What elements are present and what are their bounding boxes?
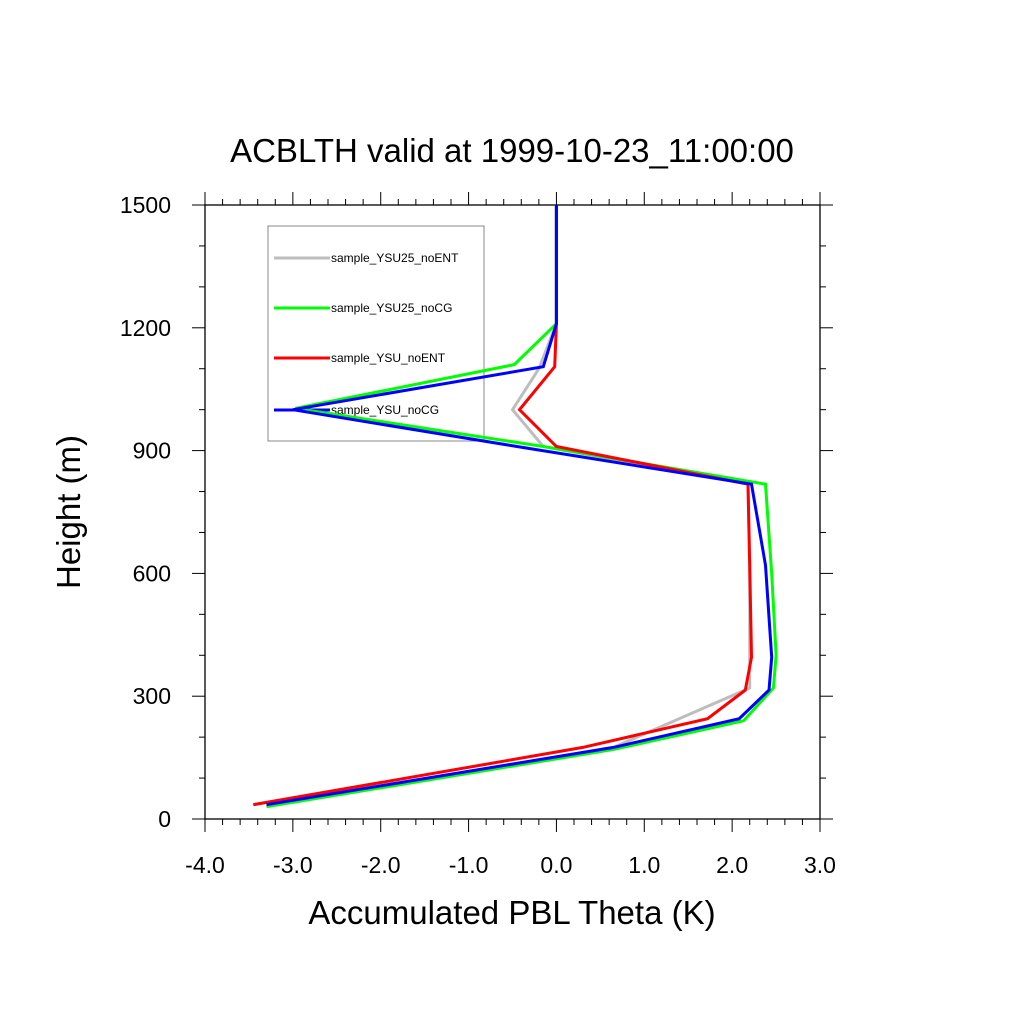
legend-label: sample_YSU25_noENT xyxy=(331,251,459,265)
x-tick-label: -4.0 xyxy=(185,852,225,878)
x-tick-label: 2.0 xyxy=(716,852,748,878)
y-tick-label: 0 xyxy=(158,806,171,832)
y-tick-label: 300 xyxy=(133,683,171,709)
x-axis-label: Accumulated PBL Theta (K) xyxy=(308,894,715,931)
y-tick-label: 600 xyxy=(133,560,171,586)
x-tick-label: 0.0 xyxy=(540,852,572,878)
x-tick-label: 3.0 xyxy=(804,852,836,878)
y-tick-label: 900 xyxy=(133,438,171,464)
legend-box xyxy=(267,225,485,442)
series-line xyxy=(266,205,774,807)
plot-frame xyxy=(204,204,821,820)
x-tick-label: -1.0 xyxy=(449,852,489,878)
x-tick-label: -3.0 xyxy=(273,852,313,878)
series-line xyxy=(253,205,754,807)
legend-label: sample_YSU_noCG xyxy=(331,403,439,417)
y-axis-label: Height (m) xyxy=(50,435,87,589)
legend-label: sample_YSU25_noCG xyxy=(331,301,452,315)
y-tick-label: 1200 xyxy=(120,315,171,341)
y-tick-label: 1500 xyxy=(120,192,171,218)
chart-title: ACBLTH valid at 1999-10-23_11:00:00 xyxy=(230,132,794,169)
plot-area: -4.0 -3.0 -2.0 -1.0 0.0 1.0 2.0 3.0 0 300 600 900 12… xyxy=(120,192,836,878)
series-line xyxy=(266,205,778,809)
x-tick-label: 1.0 xyxy=(628,852,660,878)
legend-label: sample_YSU_noENT xyxy=(331,351,446,365)
series-line xyxy=(266,205,752,807)
x-tick-label: -2.0 xyxy=(361,852,401,878)
